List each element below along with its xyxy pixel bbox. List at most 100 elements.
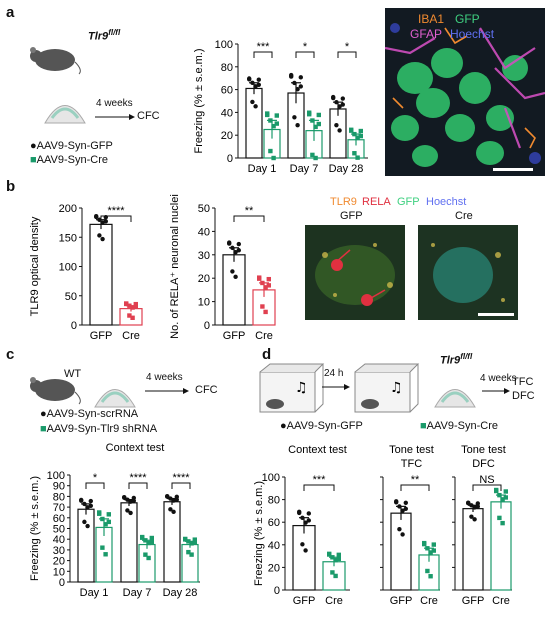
a-freezing-1-s0-point-7 — [298, 84, 303, 89]
micro-b-label-tlr9: TLR9 — [330, 196, 357, 208]
d-context-cat-0: GFP — [293, 595, 316, 607]
c-context-ytick-label-9: 90 — [53, 481, 65, 493]
a-freezing-0-s1-point-4 — [265, 111, 270, 116]
legend-d-ctrl-marker: ● — [280, 420, 287, 432]
a-freezing-1-s0-point-2 — [295, 123, 300, 128]
b-optical-ytick-label-2: 100 — [59, 262, 77, 274]
a-freezing-0-s0-point-4 — [247, 76, 252, 81]
d-tone-tfc-1-point-5 — [425, 568, 430, 574]
protocol-test-a: CFC — [137, 110, 160, 122]
d-context-ytick-label-3: 60 — [268, 517, 280, 529]
a-freezing-ytick-label-4: 80 — [221, 62, 233, 74]
d-tone-tfc-0-point-2 — [400, 532, 405, 537]
c-context-1-s1-point-7 — [149, 539, 154, 544]
c-context-ytick-label-0: 0 — [59, 577, 65, 589]
arrow-icon-a — [95, 114, 135, 120]
a-freezing-1-s1-point-3 — [316, 112, 321, 118]
d-tone-tfc-cat-1: Cre — [420, 595, 438, 607]
c-context-2-s0-point-2 — [171, 509, 176, 515]
legend-d-ctrl-label: AAV9-Syn-GFP — [286, 420, 363, 432]
legend-d-treat-label: AAV9-Syn-Cre — [426, 420, 498, 432]
legend-c-ctrl-label: AAV9-Syn-scrRNA — [46, 408, 139, 420]
micro-b-title-gfp: GFP — [340, 210, 363, 222]
c-context-1-s0-point-4 — [122, 495, 127, 500]
genotype-a: Tlr9fl/fl — [88, 28, 120, 43]
c-context-0-s0-point-5 — [82, 519, 87, 525]
b-optical-0-point-5 — [97, 233, 102, 238]
a-freezing-2-s0-point-3 — [340, 96, 345, 101]
d-tone-tfc-1-point-7 — [431, 548, 436, 553]
d-context-1-point-5 — [330, 570, 335, 575]
c-context-cat-0: Day 1 — [80, 587, 109, 599]
b-optical-cat-1: Cre — [122, 330, 140, 342]
a-freezing-ylabel: Freezing (% ± s.e.m.) — [193, 48, 205, 153]
b-nuclei-0-point-3 — [236, 241, 241, 247]
panel-label-b: b — [6, 178, 16, 195]
d-context-0-point-4 — [297, 509, 302, 514]
d-context-ytick-label-4: 80 — [268, 495, 280, 507]
c-context-sig-bracket-1 — [128, 482, 148, 489]
d-context-1-point-3 — [336, 552, 341, 558]
b-nuclei-0-point-1 — [230, 245, 235, 251]
d-tone-dfc-1-point-1 — [497, 492, 502, 498]
conditioning-chamber-icon: ♫ — [259, 363, 325, 413]
mouse-icon-c — [30, 377, 81, 405]
d-context-0-point-5 — [300, 542, 305, 547]
d-tone-tfc-cat-0: GFP — [390, 595, 413, 607]
b-nuclei-1-point-3 — [266, 276, 271, 282]
c-context-sig-2: **** — [172, 472, 190, 484]
panel-label-c: c — [6, 346, 15, 363]
genotype-d-name: Tlr9 — [440, 354, 461, 367]
c-context-ytick-label-2: 20 — [53, 556, 65, 568]
d-context-ylabel: Freezing (% ± s.e.m.) — [253, 481, 265, 586]
d-context-0-point-2 — [303, 548, 308, 553]
d-context-ytick-label-1: 20 — [268, 562, 280, 574]
c-context-ytick-label-8: 80 — [53, 491, 65, 503]
genotype-d: Tlr9fl/fl — [440, 352, 472, 367]
b-optical-1-point-1 — [127, 303, 132, 308]
c-context-2-s1-point-3 — [192, 537, 197, 542]
a-freezing-1-s1-point-4 — [307, 110, 312, 115]
arrow-icon-c — [145, 388, 189, 394]
d-context-1-point-7 — [336, 556, 341, 562]
d-tone-dfc-0-point-1 — [469, 503, 474, 508]
brain-slice-icon-d — [434, 389, 476, 408]
d-context-ytick-label-2: 40 — [268, 540, 280, 552]
a-freezing-2-s1-point-5 — [352, 151, 357, 156]
c-context-cat-1: Day 7 — [123, 587, 152, 599]
brain-slice-icon-c — [94, 389, 136, 408]
b-nuclei-sig-bracket — [233, 215, 265, 222]
d-tone-dfc-sig-bracket — [472, 484, 502, 491]
c-context-0-s1-point-4 — [97, 510, 102, 515]
d-tone-dfc-0-bar — [462, 508, 484, 591]
b-nuclei-ylabel: No. of RELA⁺ neuronal nuclei — [169, 194, 181, 339]
c-context-1-s0-point-7 — [131, 498, 136, 503]
a-freezing-cat-1: Day 7 — [290, 163, 319, 175]
d-context-ytick-label-5: 100 — [262, 472, 280, 484]
a-freezing-ytick-label-1: 20 — [221, 130, 233, 142]
a-freezing-0-s1-point-2 — [271, 155, 276, 161]
a-freezing-0-s0-point-2 — [253, 104, 258, 109]
micro-b-title-cre: Cre — [455, 210, 473, 222]
micro-a-label-gfap: GFAP — [410, 27, 443, 41]
legend-c-treat-marker: ■ — [40, 423, 47, 435]
a-freezing-2-s0-point-5 — [334, 122, 339, 128]
genotype-d-sup: fl/fl — [460, 352, 473, 361]
a-freezing-ytick-label-0: 0 — [227, 153, 233, 165]
c-context-ytick-label-10: 100 — [47, 470, 65, 482]
a-freezing-sig-1: * — [303, 41, 308, 53]
micrograph-b-gfp — [305, 225, 405, 320]
d-tone-dfc-1-point-2 — [500, 520, 505, 526]
svg-text:♫: ♫ — [295, 380, 308, 396]
c-context-1-s0-bar — [120, 502, 138, 583]
d-context-0-point-1 — [300, 515, 305, 520]
a-freezing-2-s0-point-4 — [331, 94, 336, 100]
protocol-test-d-dfc: DFC — [512, 390, 535, 402]
b-optical-0-point-4 — [94, 214, 99, 219]
b-nuclei-cat-1: Cre — [255, 330, 273, 342]
micrograph-b-cre-art — [418, 225, 518, 320]
b-optical-1-point-6 — [130, 305, 135, 310]
a-freezing-0-s0-point-3 — [256, 77, 261, 82]
micrograph-a — [385, 8, 545, 176]
